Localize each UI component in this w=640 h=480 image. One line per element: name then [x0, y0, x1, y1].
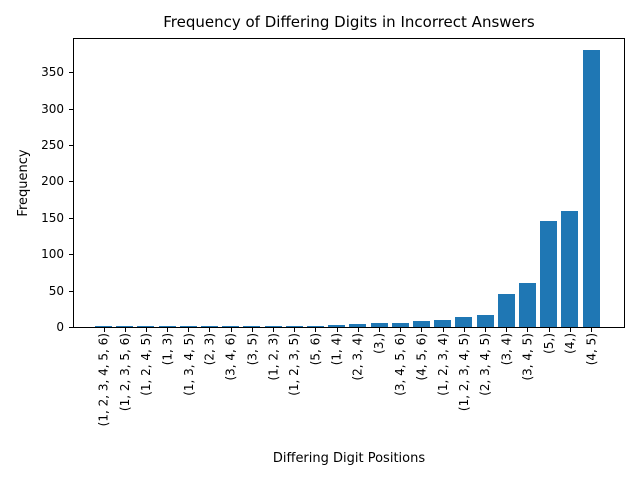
bar — [285, 325, 303, 327]
x-tick-mark — [421, 328, 423, 332]
y-tick-label: 50 — [48, 283, 64, 298]
x-tick-label: (2, 3) — [202, 333, 217, 366]
bar — [412, 321, 430, 327]
x-axis-label: Differing Digit Positions — [272, 451, 426, 466]
x-tick-label: (1, 2, 3) — [266, 333, 281, 381]
x-tick-mark — [485, 328, 487, 332]
bar — [476, 315, 494, 327]
bar — [243, 326, 261, 327]
x-tick-mark — [591, 328, 592, 332]
x-tick-label: (3,) — [372, 333, 387, 354]
bar — [95, 326, 112, 327]
bar — [306, 325, 324, 327]
x-tick-label: (1, 2, 3, 4) — [435, 333, 450, 396]
x-tick-mark — [273, 328, 275, 332]
x-tick-label: (3, 4) — [499, 333, 514, 366]
x-tick-mark — [167, 328, 169, 332]
x-tick-label: (4,) — [562, 333, 577, 354]
bar — [179, 326, 197, 327]
x-tick-label: (1, 4) — [329, 333, 344, 366]
x-tick-mark — [463, 328, 465, 332]
bar — [518, 283, 536, 327]
x-tick-label: (1, 2, 3, 4, 5) — [456, 333, 471, 412]
x-tick-mark — [315, 328, 317, 332]
bar — [116, 326, 134, 327]
x-tick-label: (3, 4, 6) — [223, 333, 238, 381]
bar — [434, 319, 452, 327]
x-tick-label: (1, 2, 3, 5, 6) — [117, 333, 132, 412]
x-tick-mark — [209, 328, 211, 332]
y-tick-mark — [69, 254, 73, 256]
x-tick-label: (2, 3, 4) — [350, 333, 365, 381]
y-tick-mark — [69, 217, 73, 219]
y-tick-mark — [69, 108, 73, 110]
bar — [540, 221, 558, 327]
plot-area — [73, 38, 625, 328]
x-tick-mark — [357, 328, 359, 332]
x-tick-label: (3, 4, 5, 6) — [393, 333, 408, 396]
x-tick-mark — [506, 328, 508, 332]
y-tick-label: 200 — [41, 174, 64, 189]
x-tick-label: (1, 3, 4, 5) — [181, 333, 196, 396]
x-tick-label: (1, 2, 3, 5) — [287, 333, 302, 396]
x-tick-mark — [188, 328, 190, 332]
bar — [328, 324, 346, 327]
bar — [391, 322, 409, 327]
x-tick-mark — [336, 328, 338, 332]
y-tick-label: 100 — [41, 247, 64, 262]
x-tick-label: (4, 5, 6) — [414, 333, 429, 381]
x-tick-label: (3, 5) — [244, 333, 259, 366]
x-tick-mark — [145, 328, 147, 332]
bar — [561, 210, 579, 327]
y-axis-label: Frequency — [16, 149, 31, 217]
chart-title: Frequency of Differing Digits in Incorre… — [163, 13, 535, 31]
x-tick-mark — [548, 328, 550, 332]
x-tick-mark — [103, 328, 105, 332]
x-tick-label: (2, 3, 4, 5) — [478, 333, 493, 396]
bar — [222, 326, 240, 327]
x-tick-mark — [124, 328, 126, 332]
bar — [264, 326, 282, 327]
x-tick-label: (3, 4, 5) — [520, 333, 535, 381]
x-tick-mark — [379, 328, 381, 332]
bar — [370, 323, 388, 327]
x-tick-label: (4, 5) — [584, 333, 599, 366]
x-tick-mark — [294, 328, 296, 332]
bar — [497, 294, 515, 327]
x-tick-label: (1, 2, 4, 5) — [138, 333, 153, 396]
bar — [455, 316, 473, 327]
y-tick-label: 350 — [41, 65, 64, 80]
x-tick-label: (1, 2, 3, 4, 5, 6) — [96, 333, 111, 427]
x-tick-label: (1, 3) — [160, 333, 175, 366]
bar — [200, 326, 218, 327]
y-tick-mark — [69, 72, 73, 74]
y-tick-label: 300 — [41, 101, 64, 116]
x-tick-mark — [400, 328, 402, 332]
x-tick-label: (5, 6) — [308, 333, 323, 366]
bar — [137, 326, 155, 327]
y-tick-mark — [69, 145, 73, 146]
y-tick-label: 0 — [56, 320, 64, 334]
y-tick-mark — [69, 327, 73, 328]
bar — [158, 326, 176, 327]
x-tick-mark — [251, 328, 253, 332]
x-tick-mark — [230, 328, 232, 332]
y-tick-label: 150 — [41, 210, 64, 225]
x-tick-mark — [527, 328, 529, 332]
x-tick-mark — [569, 328, 571, 332]
x-tick-label: (5,) — [541, 333, 556, 354]
bar — [349, 324, 367, 327]
y-tick-mark — [69, 290, 73, 292]
y-tick-mark — [69, 181, 73, 183]
y-tick-label: 250 — [41, 138, 64, 152]
bar — [582, 50, 600, 327]
x-tick-mark — [442, 328, 444, 332]
